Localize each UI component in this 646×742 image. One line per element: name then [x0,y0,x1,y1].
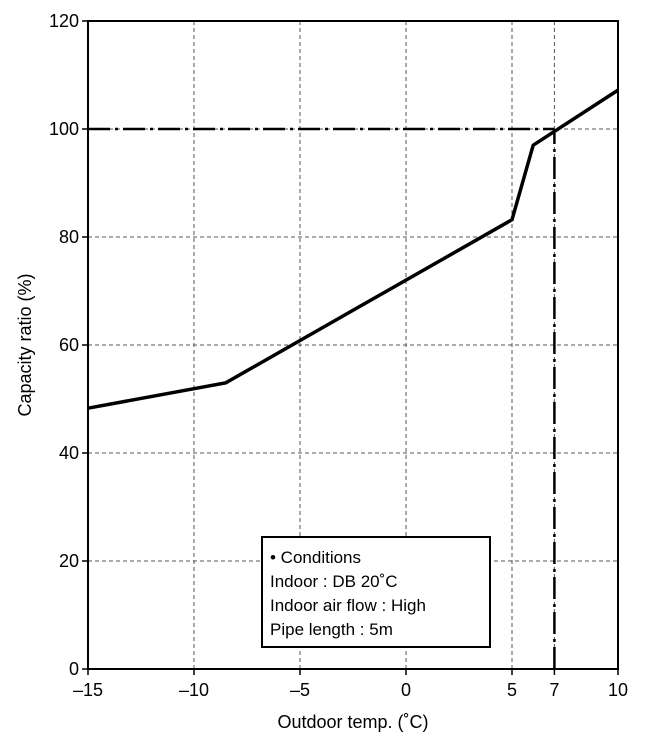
x-tick-label-0: –15 [73,680,103,700]
conditions-box: • Conditions Indoor : DB 20˚C Indoor air… [261,536,491,648]
x-tick-label-4: 5 [507,680,517,700]
y-tick-label-6: 120 [49,11,79,31]
conditions-line-2: Indoor : DB 20˚C [270,572,398,591]
y-tick-label-3: 60 [59,335,79,355]
y-tick-label-2: 40 [59,443,79,463]
y-tick-label-1: 20 [59,551,79,571]
reference-lines [88,127,556,669]
x-axis-title: Outdoor temp. (˚C) [277,712,428,732]
x-tick-label-5: 7 [549,680,559,700]
y-axis-title: Capacity ratio (%) [15,273,35,416]
x-tick-label-3: 0 [401,680,411,700]
x-tick-label-6: 10 [608,680,628,700]
conditions-line-3: Indoor air flow : High [270,596,426,615]
conditions-line-4: Pipe length : 5m [270,620,393,639]
series-lines [87,88,619,410]
conditions-line-1: • Conditions [270,548,361,567]
y-tick-label-5: 100 [49,119,79,139]
x-tick-label-1: –10 [179,680,209,700]
conditions-box-frame [261,536,491,648]
y-tick-label-0: 0 [69,659,79,679]
series-line-0 [87,88,619,410]
x-tick-label-2: –5 [290,680,310,700]
y-tick-label-4: 80 [59,227,79,247]
